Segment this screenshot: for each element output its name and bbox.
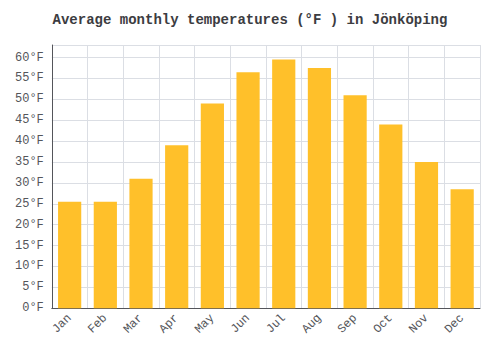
- svg-text:10°F: 10°F: [15, 259, 44, 273]
- svg-text:Average monthly temperatures (: Average monthly temperatures (°F ) in Jö…: [53, 12, 448, 28]
- svg-text:Jul: Jul: [264, 311, 289, 336]
- svg-text:Jan: Jan: [49, 311, 74, 336]
- svg-text:60°F: 60°F: [15, 51, 44, 65]
- svg-text:Aug: Aug: [299, 311, 324, 336]
- svg-text:20°F: 20°F: [15, 218, 44, 232]
- svg-text:Oct: Oct: [371, 311, 396, 336]
- svg-text:Sep: Sep: [335, 311, 360, 336]
- svg-text:40°F: 40°F: [15, 134, 44, 148]
- svg-text:May: May: [192, 311, 217, 336]
- svg-text:Apr: Apr: [156, 311, 181, 336]
- svg-text:50°F: 50°F: [15, 92, 44, 106]
- svg-text:35°F: 35°F: [15, 155, 44, 169]
- svg-text:55°F: 55°F: [15, 71, 44, 85]
- svg-text:45°F: 45°F: [15, 113, 44, 127]
- svg-text:Jun: Jun: [228, 311, 253, 336]
- svg-text:25°F: 25°F: [15, 197, 44, 211]
- svg-text:30°F: 30°F: [15, 176, 44, 190]
- svg-text:Mar: Mar: [121, 311, 146, 336]
- svg-text:15°F: 15°F: [15, 239, 44, 253]
- svg-text:Feb: Feb: [85, 311, 110, 336]
- svg-text:5°F: 5°F: [22, 280, 44, 294]
- svg-text:0°F: 0°F: [22, 301, 44, 315]
- svg-text:Nov: Nov: [406, 311, 431, 336]
- svg-text:Dec: Dec: [442, 311, 467, 336]
